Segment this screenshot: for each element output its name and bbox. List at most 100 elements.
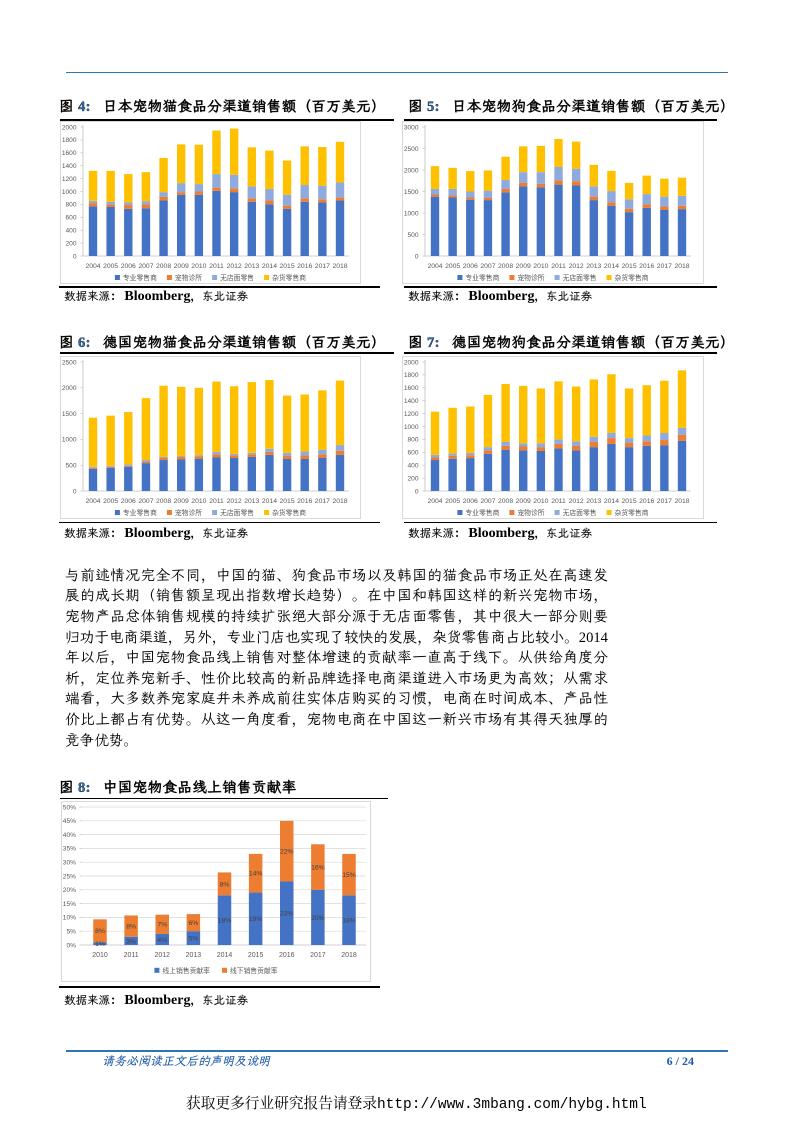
svg-text:0: 0	[73, 488, 77, 495]
svg-text:无店面零售: 无店面零售	[220, 508, 254, 517]
svg-text:2015: 2015	[622, 263, 637, 270]
svg-text:0: 0	[415, 253, 419, 260]
svg-text:2500: 2500	[62, 359, 77, 366]
svg-text:4%: 4%	[157, 937, 167, 944]
svg-text:2017: 2017	[657, 263, 672, 270]
svg-text:2016: 2016	[297, 498, 312, 505]
svg-text:5%: 5%	[188, 936, 198, 943]
svg-text:1500: 1500	[404, 189, 419, 196]
svg-text:3%: 3%	[126, 938, 136, 945]
svg-text:无店面零售: 无店面零售	[220, 273, 254, 282]
svg-text:线上销售贡献率: 线上销售贡献率	[162, 966, 210, 975]
svg-text:200: 200	[407, 475, 418, 482]
svg-text:2011: 2011	[551, 263, 566, 270]
svg-text:22%: 22%	[280, 849, 294, 856]
svg-text:2016: 2016	[279, 952, 295, 959]
svg-text:宠物诊所: 宠物诊所	[517, 273, 544, 282]
svg-text:2000: 2000	[404, 359, 419, 366]
svg-text:2004: 2004	[85, 498, 100, 505]
svg-text:7%: 7%	[157, 922, 167, 929]
svg-text:2016: 2016	[297, 263, 312, 270]
svg-text:杂货零售商: 杂货零售商	[272, 273, 306, 282]
svg-text:2018: 2018	[341, 952, 357, 959]
svg-text:30%: 30%	[63, 860, 76, 867]
svg-text:2005: 2005	[445, 498, 460, 505]
svg-text:2008: 2008	[498, 263, 513, 270]
svg-text:2013: 2013	[244, 263, 259, 270]
svg-text:600: 600	[407, 449, 418, 456]
svg-text:1600: 1600	[62, 150, 77, 157]
svg-text:1800: 1800	[404, 372, 419, 379]
svg-text:2014: 2014	[217, 952, 233, 959]
svg-text:2004: 2004	[427, 498, 442, 505]
svg-text:2016: 2016	[639, 498, 654, 505]
svg-text:2006: 2006	[121, 263, 136, 270]
svg-text:2014: 2014	[604, 263, 619, 270]
svg-text:2008: 2008	[156, 263, 171, 270]
svg-text:2015: 2015	[280, 498, 295, 505]
svg-text:1200: 1200	[62, 176, 77, 183]
svg-text:15%: 15%	[342, 872, 356, 879]
svg-text:2010: 2010	[191, 498, 206, 505]
svg-text:45%: 45%	[63, 818, 76, 825]
svg-text:20%: 20%	[63, 887, 76, 894]
svg-text:2017: 2017	[315, 263, 330, 270]
svg-text:1400: 1400	[62, 163, 77, 170]
svg-text:8%: 8%	[95, 928, 105, 935]
svg-text:2013: 2013	[244, 498, 259, 505]
svg-text:2014: 2014	[262, 498, 277, 505]
svg-text:0%: 0%	[66, 942, 76, 949]
svg-text:2018: 2018	[332, 263, 347, 270]
svg-text:2013: 2013	[586, 498, 601, 505]
svg-text:2010: 2010	[533, 498, 548, 505]
svg-text:500: 500	[407, 232, 418, 239]
svg-text:2013: 2013	[586, 263, 601, 270]
svg-text:18%: 18%	[218, 918, 232, 925]
svg-text:2010: 2010	[92, 952, 108, 959]
svg-text:10%: 10%	[63, 915, 76, 922]
svg-text:2013: 2013	[186, 952, 202, 959]
svg-text:200: 200	[65, 240, 76, 247]
svg-text:专业零售商: 专业零售商	[123, 273, 157, 282]
svg-text:2017: 2017	[315, 498, 330, 505]
svg-text:2015: 2015	[248, 952, 264, 959]
svg-text:25%: 25%	[63, 873, 76, 880]
svg-text:2004: 2004	[85, 263, 100, 270]
svg-text:2009: 2009	[516, 263, 531, 270]
svg-text:2005: 2005	[445, 263, 460, 270]
svg-text:1000: 1000	[404, 423, 419, 430]
svg-text:400: 400	[65, 228, 76, 235]
svg-text:宠物诊所: 宠物诊所	[175, 273, 202, 282]
svg-text:2006: 2006	[463, 498, 478, 505]
svg-text:2015: 2015	[622, 498, 637, 505]
svg-text:2018: 2018	[332, 498, 347, 505]
svg-text:杂货零售商: 杂货零售商	[615, 508, 649, 517]
svg-text:2000: 2000	[62, 124, 77, 131]
svg-text:2017: 2017	[310, 952, 326, 959]
svg-text:15%: 15%	[63, 901, 76, 908]
svg-text:1600: 1600	[404, 385, 419, 392]
svg-text:5%: 5%	[66, 929, 76, 936]
svg-text:2007: 2007	[480, 498, 495, 505]
svg-text:50%: 50%	[63, 804, 76, 811]
svg-text:800: 800	[65, 202, 76, 209]
svg-text:2000: 2000	[404, 167, 419, 174]
svg-text:1000: 1000	[404, 210, 419, 217]
svg-text:2008: 2008	[498, 498, 513, 505]
svg-text:2014: 2014	[262, 263, 277, 270]
svg-text:2014: 2014	[604, 498, 619, 505]
svg-text:杂货零售商: 杂货零售商	[615, 273, 649, 282]
svg-text:0: 0	[415, 488, 419, 495]
svg-text:16%: 16%	[311, 864, 325, 871]
svg-text:2000: 2000	[62, 385, 77, 392]
svg-text:2012: 2012	[227, 498, 242, 505]
svg-text:专业零售商: 专业零售商	[465, 508, 499, 517]
svg-text:20%: 20%	[311, 915, 325, 922]
svg-text:1400: 1400	[404, 398, 419, 405]
svg-text:0: 0	[73, 253, 77, 260]
svg-text:14%: 14%	[249, 871, 263, 878]
svg-text:1500: 1500	[62, 410, 77, 417]
svg-text:专业零售商: 专业零售商	[465, 273, 499, 282]
svg-text:35%: 35%	[63, 846, 76, 853]
svg-text:2012: 2012	[569, 263, 584, 270]
